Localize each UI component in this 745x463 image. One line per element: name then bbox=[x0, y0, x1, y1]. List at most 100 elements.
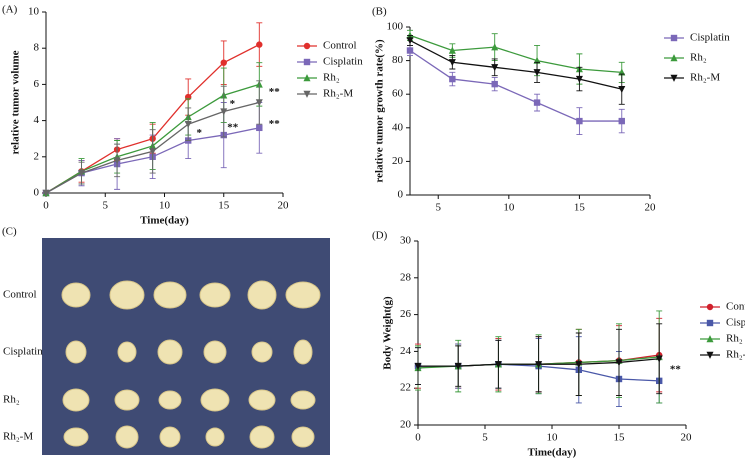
marker bbox=[414, 362, 422, 370]
x-tick-label: 20 bbox=[681, 432, 693, 444]
x-tick-label: 0 bbox=[415, 432, 421, 444]
y-tick-label: 0 bbox=[34, 187, 40, 199]
marker bbox=[42, 189, 50, 197]
row-label: Rh₂-M bbox=[3, 431, 33, 443]
tumor bbox=[117, 341, 137, 363]
marker bbox=[618, 117, 625, 125]
marker bbox=[670, 34, 678, 42]
legend-label: Cisplatin bbox=[323, 56, 363, 68]
tumor bbox=[205, 427, 225, 447]
legend-label: Control bbox=[323, 40, 357, 52]
marker bbox=[303, 58, 311, 66]
marker bbox=[615, 359, 623, 367]
legend-label: Rh₂-M bbox=[726, 349, 745, 361]
panel-label: (D) bbox=[372, 230, 388, 242]
marker bbox=[406, 47, 414, 54]
tumor bbox=[159, 426, 181, 448]
marker bbox=[655, 355, 663, 363]
annotation: * bbox=[196, 127, 202, 139]
x-tick-label: 10 bbox=[159, 200, 171, 212]
row-label: Cisplatin bbox=[3, 346, 43, 358]
series-line bbox=[409, 34, 622, 74]
x-axis-label: Time(day) bbox=[528, 447, 577, 459]
marker bbox=[706, 335, 714, 343]
marker bbox=[575, 75, 583, 83]
x-tick-label: 20 bbox=[278, 200, 290, 212]
legend-label: Control bbox=[726, 301, 745, 313]
y-axis-label: relative tumor volume bbox=[10, 50, 22, 154]
x-tick-label: 5 bbox=[103, 200, 109, 212]
y-axis-label: relative tumor growth rate(%) bbox=[374, 39, 386, 183]
marker bbox=[706, 319, 714, 327]
panel-label: (A) bbox=[2, 4, 18, 16]
marker bbox=[706, 351, 714, 359]
tumor bbox=[200, 388, 230, 412]
x-tick-label: 10 bbox=[503, 202, 515, 214]
tumor bbox=[285, 281, 321, 309]
tumor bbox=[63, 427, 89, 447]
marker bbox=[449, 75, 456, 83]
tumor bbox=[293, 339, 313, 365]
legend-label: Rh₂ bbox=[726, 333, 743, 345]
series-line bbox=[409, 39, 622, 90]
x-tick-label: 15 bbox=[574, 202, 586, 214]
y-tick-label: 20 bbox=[392, 155, 404, 167]
marker bbox=[448, 46, 456, 54]
x-tick-label: 5 bbox=[435, 202, 441, 214]
y-axis-label: Body Weight(g) bbox=[382, 296, 394, 370]
marker bbox=[491, 43, 499, 51]
panel-label: (C) bbox=[2, 226, 17, 238]
marker bbox=[303, 42, 311, 50]
marker bbox=[184, 121, 192, 129]
x-tick-label: 20 bbox=[645, 202, 657, 214]
marker bbox=[78, 169, 86, 177]
y-tick-label: 20 bbox=[400, 419, 412, 431]
marker bbox=[303, 90, 311, 98]
panel-label: (B) bbox=[372, 6, 387, 18]
marker bbox=[256, 124, 263, 132]
marker bbox=[618, 85, 626, 93]
tumor bbox=[290, 390, 316, 410]
series-line bbox=[409, 49, 622, 122]
marker bbox=[670, 54, 678, 62]
tumor bbox=[291, 426, 315, 448]
legend-label: Cisplatin bbox=[726, 317, 745, 329]
annotation: ** bbox=[269, 118, 281, 130]
marker bbox=[113, 157, 121, 165]
photo-background bbox=[42, 238, 330, 455]
tumor bbox=[157, 339, 183, 365]
y-tick-label: 40 bbox=[392, 121, 404, 133]
tumor bbox=[199, 282, 231, 308]
annotation: ** bbox=[670, 363, 682, 375]
tumor bbox=[247, 280, 277, 310]
x-axis-label: Time(day) bbox=[140, 215, 189, 227]
y-tick-label: 2 bbox=[34, 150, 40, 162]
x-tick-label: 0 bbox=[43, 200, 49, 212]
marker bbox=[256, 41, 263, 48]
marker bbox=[533, 69, 541, 77]
tumor bbox=[248, 389, 276, 411]
legend-label: Rh₂ bbox=[690, 52, 707, 64]
annotation: ** bbox=[269, 86, 281, 98]
marker bbox=[491, 80, 498, 88]
tumor bbox=[61, 282, 91, 308]
tumor bbox=[65, 340, 87, 364]
tumor bbox=[114, 389, 140, 411]
y-tick-label: 30 bbox=[400, 235, 412, 247]
legend-label: Rh₂-M bbox=[323, 88, 353, 100]
y-tick-label: 8 bbox=[34, 42, 40, 54]
marker bbox=[255, 99, 263, 107]
tumor bbox=[62, 388, 90, 412]
marker bbox=[303, 74, 311, 82]
x-tick-label: 5 bbox=[482, 432, 488, 444]
row-label: Control bbox=[3, 289, 37, 301]
x-tick-label: 15 bbox=[218, 200, 230, 212]
marker bbox=[706, 303, 714, 311]
tumor bbox=[249, 425, 275, 449]
marker bbox=[670, 74, 678, 82]
y-tick-label: 80 bbox=[392, 54, 404, 66]
tumor bbox=[115, 425, 139, 449]
marker bbox=[454, 362, 462, 370]
tumor bbox=[109, 280, 145, 310]
